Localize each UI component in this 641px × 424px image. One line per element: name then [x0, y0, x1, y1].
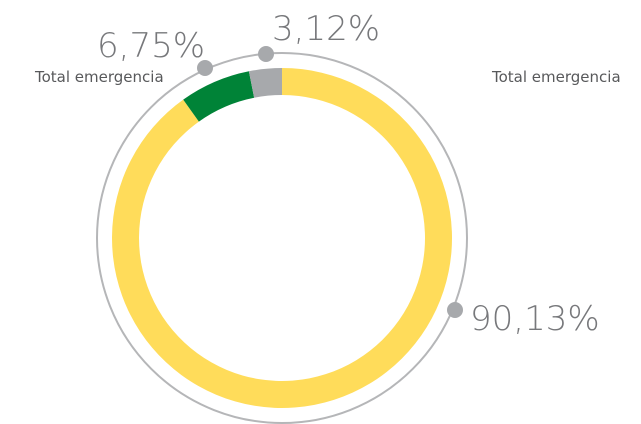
annotation: Total emergencia: [34, 68, 164, 86]
value-label: 90,13%: [470, 299, 600, 339]
label-dot: [447, 302, 463, 318]
value-label: 3,12%: [272, 9, 380, 49]
slice: [248, 68, 282, 98]
slices: [112, 68, 453, 408]
outer-ring: [96, 52, 468, 424]
label-dot: [197, 60, 213, 76]
label-dot: [258, 46, 274, 62]
annotation: Total emergencia: [491, 68, 621, 86]
slice: [112, 68, 453, 408]
slice: [183, 71, 255, 122]
value-label: 6,75%: [97, 26, 205, 66]
